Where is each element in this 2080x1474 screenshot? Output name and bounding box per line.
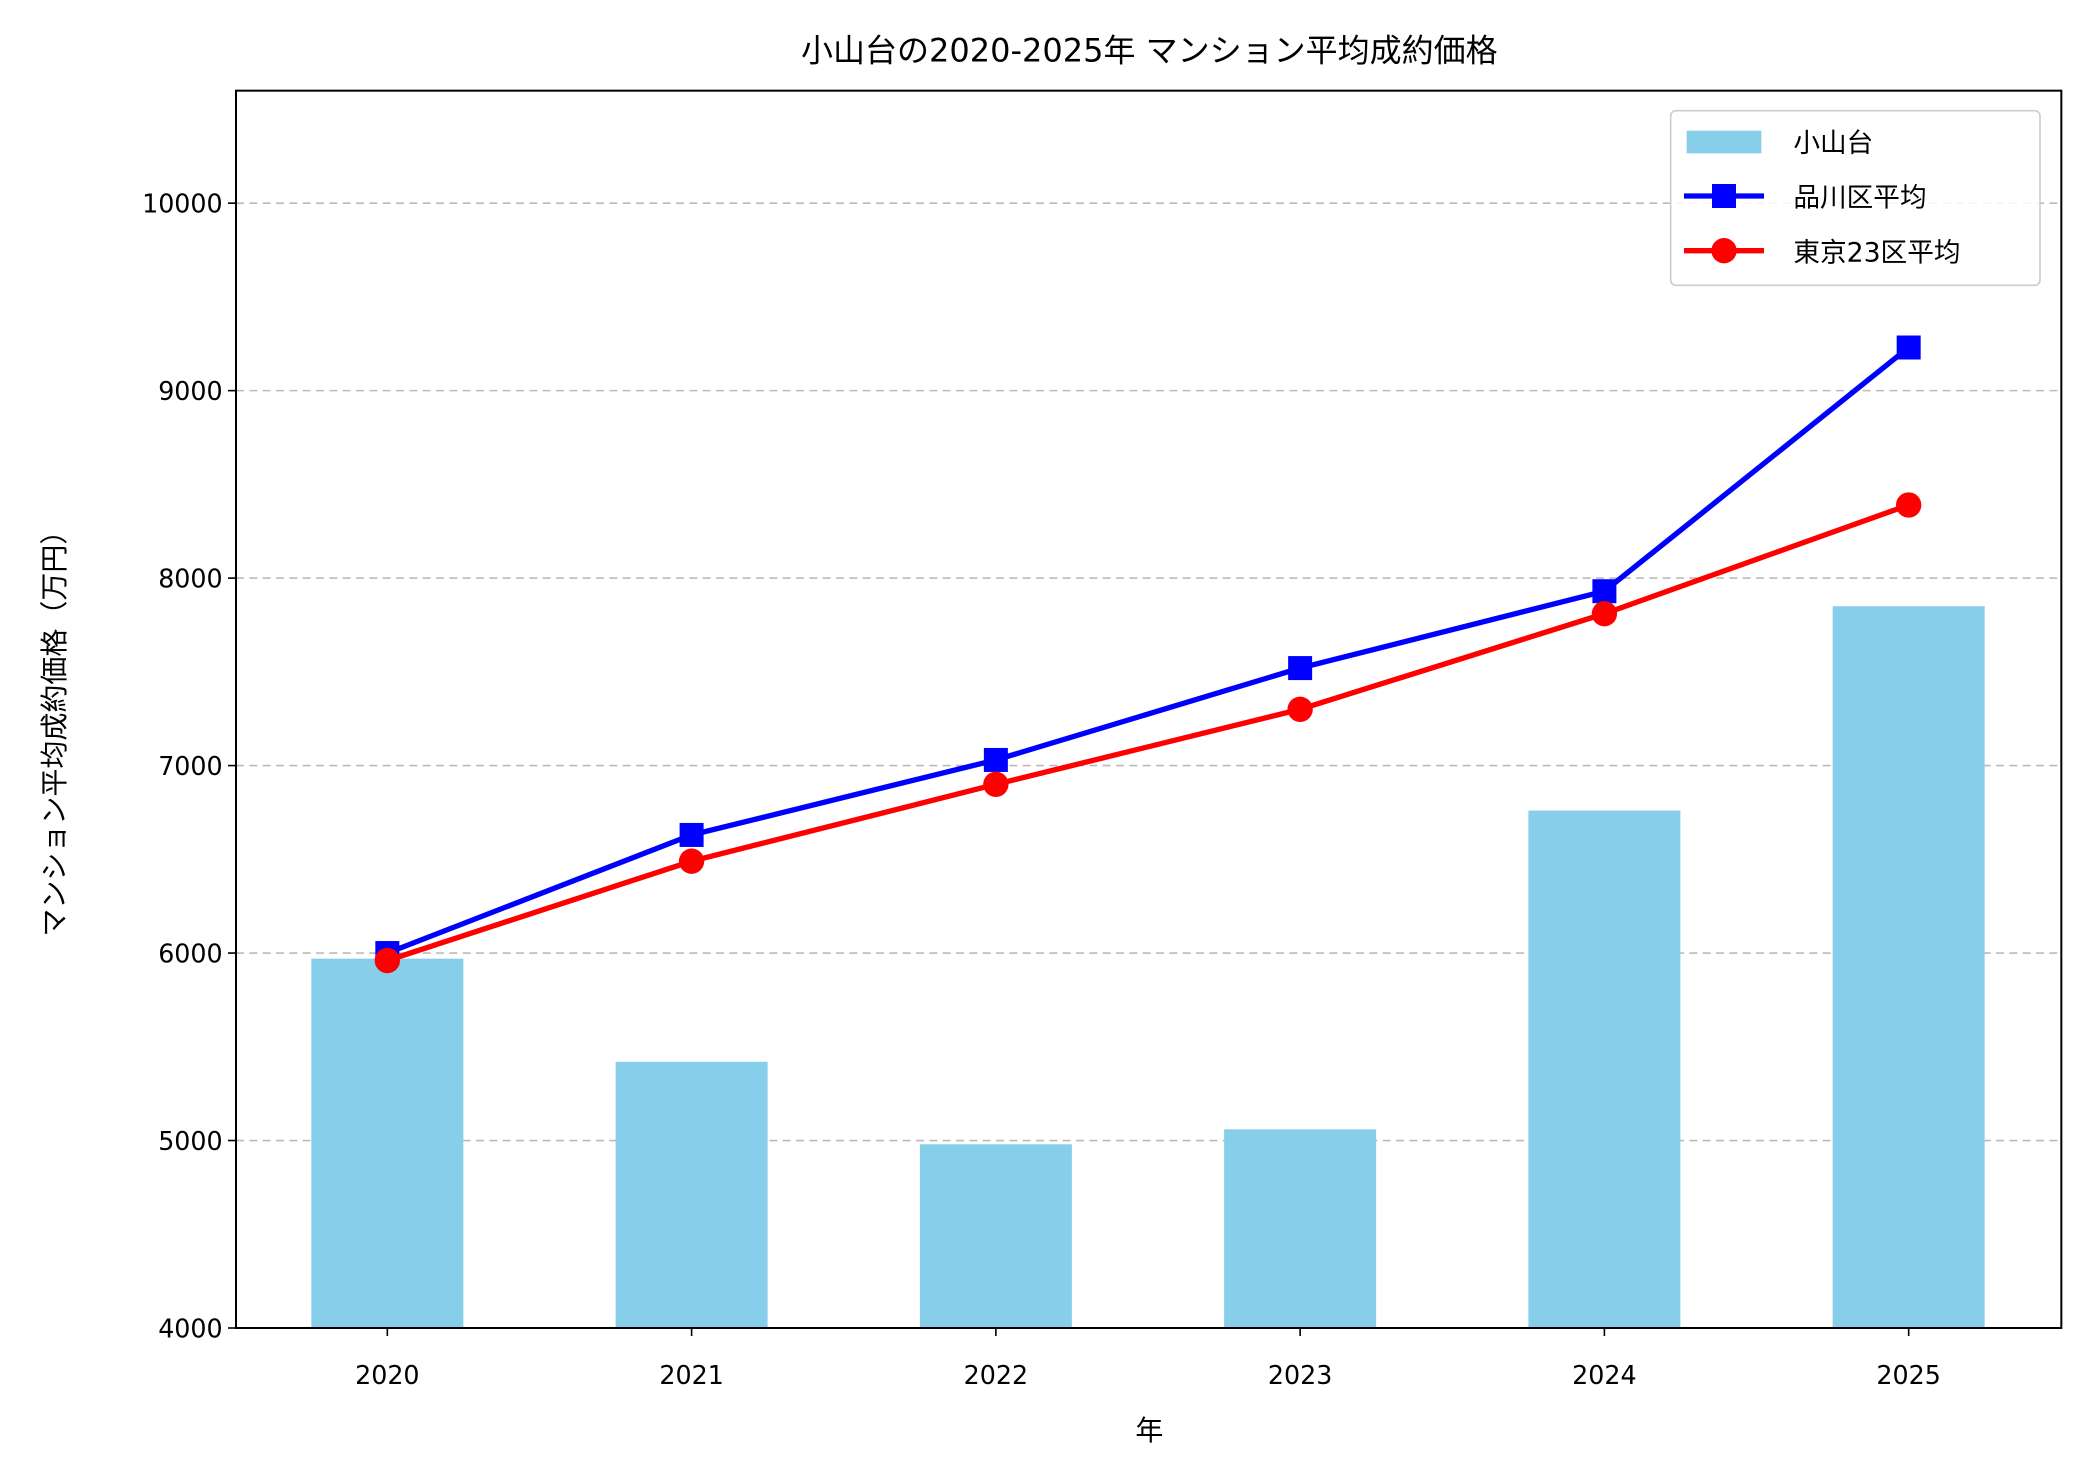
y-tick-label: 8000 [158, 563, 222, 593]
y-tick-label: 6000 [158, 938, 222, 968]
x-tick-label: 2023 [1268, 1360, 1332, 1390]
lines [374, 335, 1922, 974]
y-tick-label: 7000 [158, 751, 222, 781]
x-tick-label: 2021 [659, 1360, 723, 1390]
x-axis-label: 年 [1135, 1414, 1163, 1447]
marker-circle [1591, 601, 1618, 627]
marker-square [1288, 656, 1313, 681]
marker-square [679, 822, 704, 847]
bar [1224, 1129, 1377, 1328]
bar [1528, 810, 1681, 1328]
y-tick-label: 5000 [158, 1126, 222, 1156]
legend-label: 小山台 [1793, 128, 1873, 159]
bar [1832, 606, 1985, 1328]
x-axis: 2020 2021 2022 2023 2024 2025 [355, 1328, 1941, 1390]
legend-marker-circle [1711, 238, 1737, 264]
marker-circle [983, 771, 1009, 797]
y-tick-label: 4000 [158, 1313, 222, 1343]
x-tick-label: 2022 [964, 1360, 1028, 1390]
y-axis: 4000 5000 6000 7000 8000 9000 10000 [142, 188, 236, 1343]
legend-box [1669, 109, 2041, 287]
grid [236, 202, 2062, 1142]
marker-square [1896, 335, 1921, 360]
bar [311, 958, 464, 1328]
marker-circle [374, 947, 400, 974]
legend-marker-square [1712, 184, 1736, 208]
marker-circle [678, 848, 705, 874]
bar [615, 1061, 768, 1328]
legend-label: 品川区平均 [1793, 183, 1926, 214]
series-line [386, 502, 1910, 964]
x-tick-label: 2020 [355, 1360, 419, 1390]
marker-square [983, 747, 1008, 772]
marker-circle [1287, 696, 1313, 722]
bars [311, 606, 1985, 1328]
x-tick-label: 2024 [1572, 1360, 1636, 1390]
y-tick-label: 9000 [158, 376, 222, 406]
chart-title: 小山台の2020-2025年 マンション平均成約価格 [801, 31, 1498, 69]
series-line [386, 345, 1911, 956]
legend-label: 東京23区平均 [1793, 237, 1960, 268]
marker-square [1592, 579, 1617, 604]
x-tick-label: 2025 [1876, 1360, 1940, 1390]
legend-swatch [1686, 130, 1762, 154]
y-tick-label: 10000 [142, 188, 223, 218]
bar [919, 1144, 1072, 1328]
plot-frame [234, 89, 2063, 1329]
marker-circle [1896, 492, 1922, 518]
y-axis-label: マンション平均成約価格（万円） [38, 517, 71, 937]
